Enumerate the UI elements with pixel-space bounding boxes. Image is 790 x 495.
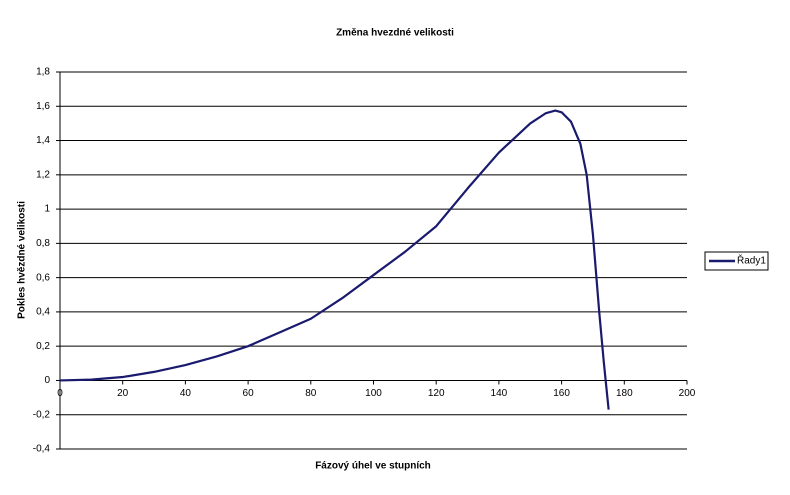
y-axis-label: Pokles hvězdné velikosti	[17, 201, 28, 319]
x-tick-label: 180	[616, 388, 633, 399]
y-tick-label: -0,4	[33, 444, 51, 455]
x-tick-label: 200	[679, 388, 696, 399]
x-tick-label: 80	[305, 388, 317, 399]
x-tick-label: 140	[491, 388, 508, 399]
legend-box	[704, 251, 769, 271]
x-tick-label: 100	[365, 388, 382, 399]
x-tick-label: 40	[180, 388, 192, 399]
y-tick-label: 0,4	[36, 307, 50, 318]
y-tick-label: 1,4	[36, 135, 50, 146]
y-tick-label: 0,8	[36, 238, 50, 249]
y-tick-label: 1	[44, 204, 50, 215]
x-tick-label: 20	[117, 388, 129, 399]
x-tick-label: 120	[428, 388, 445, 399]
y-tick-label: 1,6	[36, 101, 50, 112]
y-tick-label: 0,6	[36, 272, 50, 283]
y-tick-label: 1,2	[36, 169, 50, 180]
x-tick-label: 160	[553, 388, 570, 399]
y-tick-label: 0,2	[36, 341, 50, 352]
x-axis-label: Fázový úhel ve stupních	[315, 461, 431, 472]
y-tick-label: 0	[44, 375, 50, 386]
y-tick-label: -0,2	[33, 409, 51, 420]
legend-label: Řady1	[737, 254, 766, 267]
x-tick-label: 60	[243, 388, 255, 399]
y-tick-label: 1,8	[36, 67, 50, 78]
x-tick-label: 0	[57, 388, 63, 399]
data-line	[59, 109, 610, 410]
chart-title: Změna hvezdné velikosti	[336, 28, 454, 39]
